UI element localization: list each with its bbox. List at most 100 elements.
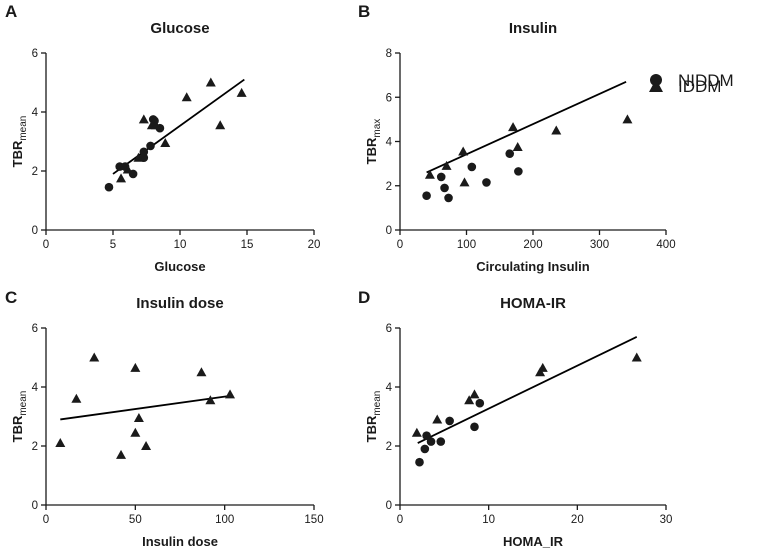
y-axis-label-subscript: mean — [18, 116, 29, 141]
chart-title-d: HOMA-IR — [500, 295, 566, 312]
point-iddm — [122, 164, 133, 174]
point-iddm — [537, 362, 548, 372]
point-niddm — [415, 457, 424, 467]
y-axis-label-subscript: mean — [18, 391, 29, 416]
x-tick-label: 30 — [660, 514, 673, 526]
x-tick-label: 10 — [482, 514, 495, 526]
y-axis-label-subscript: max — [372, 119, 383, 138]
legend: NIDDM IDDM — [649, 71, 734, 96]
point-iddm — [130, 362, 141, 372]
x-tick-label: 0 — [43, 514, 49, 526]
point-iddm — [512, 142, 523, 152]
chart-title-b: Insulin — [509, 20, 557, 37]
fit-line-d — [417, 336, 638, 444]
x-tick-label: 20 — [571, 514, 584, 526]
fit-line-c — [60, 394, 231, 421]
point-niddm — [467, 162, 477, 172]
x-axis-label-c: Insulin dose — [142, 534, 218, 548]
y-axis-label-c: TBRmean — [10, 391, 29, 443]
point-niddm — [436, 437, 446, 446]
point-iddm — [441, 160, 452, 170]
x-tick-label: 20 — [308, 239, 321, 251]
x-tick-label: 10 — [174, 239, 187, 251]
x-tick-label: 400 — [656, 239, 675, 251]
point-iddm — [205, 77, 216, 87]
panel-label-c: C — [5, 288, 17, 307]
panel-d: D HOMA-IR 0 10 20 30 0 2 4 6 HOMA_IR TBRmean — [358, 288, 672, 548]
point-niddm — [146, 141, 155, 151]
point-niddm — [440, 183, 449, 193]
panel-label-a: A — [5, 2, 17, 21]
point-iddm — [55, 438, 66, 448]
point-iddm — [130, 427, 141, 437]
x-tick-label: 0 — [43, 239, 49, 251]
point-iddm — [459, 177, 470, 187]
x-tick-label: 0 — [397, 239, 403, 251]
point-iddm — [205, 395, 216, 405]
y-tick-label: 2 — [32, 166, 38, 178]
y-tick-label: 2 — [386, 441, 392, 453]
point-iddm — [411, 427, 422, 437]
chart-title-a: Glucose — [150, 20, 209, 37]
y-tick-label: 4 — [32, 382, 39, 394]
y-axis-label-d: TBRmean — [364, 391, 383, 443]
point-iddm — [160, 137, 171, 147]
y-tick-label: 2 — [386, 181, 392, 193]
panel-b: B Insulin 0 100 200 300 400 0 2 4 6 8 Circulating In… — [358, 2, 676, 274]
y-tick-label: 2 — [32, 441, 38, 453]
legend-iddm-label: IDDM — [678, 77, 721, 96]
point-iddm — [508, 122, 519, 132]
panel-c: C Insulin dose 0 50 100 150 0 2 4 6 Insulin dose TB… — [5, 288, 324, 548]
panel-a: A Glucose 0 5 10 15 20 0 2 4 6 Glucose TBRmean — [5, 2, 320, 274]
x-tick-label: 50 — [129, 514, 142, 526]
x-tick-label: 200 — [523, 239, 542, 251]
point-iddm — [89, 352, 100, 362]
y-tick-label: 6 — [386, 323, 392, 335]
x-tick-label: 150 — [304, 514, 323, 526]
y-axis-label-main: TBR — [10, 415, 25, 442]
y-tick-label: 0 — [32, 500, 38, 512]
y-tick-label: 0 — [386, 225, 392, 237]
fit-line-a — [112, 78, 245, 175]
point-niddm — [444, 193, 453, 203]
y-tick-label: 4 — [386, 137, 393, 149]
point-iddm — [469, 389, 480, 399]
point-niddm — [470, 422, 479, 432]
y-tick-label: 8 — [386, 48, 392, 60]
point-iddm — [622, 114, 633, 124]
point-niddm — [482, 178, 491, 187]
point-iddm — [133, 412, 144, 422]
point-iddm — [631, 352, 642, 362]
x-tick-label: 5 — [110, 239, 116, 251]
point-niddm — [422, 191, 431, 201]
y-tick-label: 6 — [32, 323, 38, 335]
point-niddm — [426, 437, 436, 446]
point-iddm — [458, 146, 469, 156]
y-tick-label: 0 — [386, 500, 392, 512]
y-axis-label-main: TBR — [364, 415, 379, 442]
y-tick-label: 6 — [386, 92, 392, 104]
point-niddm — [514, 167, 523, 176]
x-tick-label: 0 — [397, 514, 403, 526]
y-tick-label: 0 — [32, 225, 38, 237]
point-niddm — [420, 444, 430, 454]
point-niddm — [436, 172, 446, 182]
x-tick-label: 100 — [457, 239, 476, 251]
point-iddm — [464, 395, 475, 405]
point-iddm — [215, 120, 226, 130]
y-axis-label-subscript: mean — [372, 391, 383, 416]
legend-iddm-marker — [649, 79, 663, 92]
point-iddm — [236, 87, 247, 97]
point-iddm — [181, 92, 192, 102]
chart-title-c: Insulin dose — [136, 295, 224, 312]
y-tick-label: 6 — [32, 48, 38, 60]
point-iddm — [424, 169, 435, 179]
point-iddm — [141, 441, 152, 450]
x-axis-label-d: HOMA_IR — [503, 534, 564, 548]
x-axis-label-b: Circulating Insulin — [476, 259, 589, 274]
point-iddm — [133, 152, 144, 162]
point-niddm — [139, 147, 149, 157]
y-axis-label-main: TBR — [10, 140, 25, 167]
point-niddm — [505, 149, 515, 158]
